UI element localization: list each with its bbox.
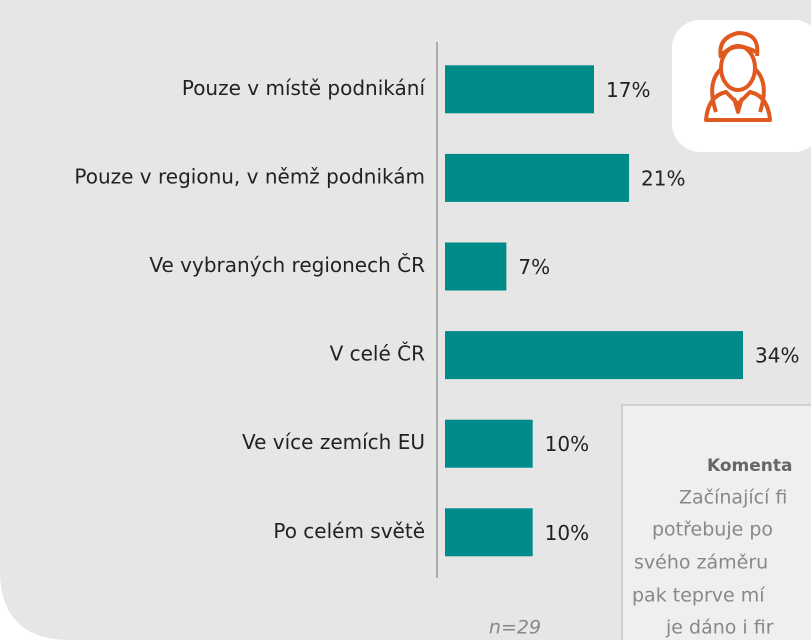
bar [445,242,507,291]
sample-note: n=29 [489,617,541,639]
category-label: Pouze v místě podnikání [182,76,427,100]
bar [445,508,533,557]
category-label: Ve vybraných regionech ČR [149,253,425,277]
comment-title: Komenta [707,456,793,476]
value-label: 34% [755,344,799,368]
comment-line: je dáno i fir [665,617,774,639]
value-label: 7% [518,255,550,279]
comment-box [621,404,811,640]
comment-line: pak teprve mí [632,585,765,607]
bar [445,419,533,468]
value-label: 10% [545,521,589,545]
category-label: Po celém světě [273,519,425,543]
value-label: 10% [545,432,589,456]
comment-line: potřebuje po [652,519,773,541]
comment-line: svého záměru [634,552,768,574]
bar [445,153,630,202]
bar [445,65,594,114]
value-label: 21% [641,166,685,190]
comment-line: Začínající fi [679,487,787,509]
category-label: Ve více zemích EU [242,430,425,454]
bar [445,331,743,380]
category-label: Pouze v regionu, v němž podnikám [74,164,425,188]
person-icon [672,20,811,152]
value-label: 17% [606,78,650,102]
category-label: V celé ČR [330,342,426,366]
